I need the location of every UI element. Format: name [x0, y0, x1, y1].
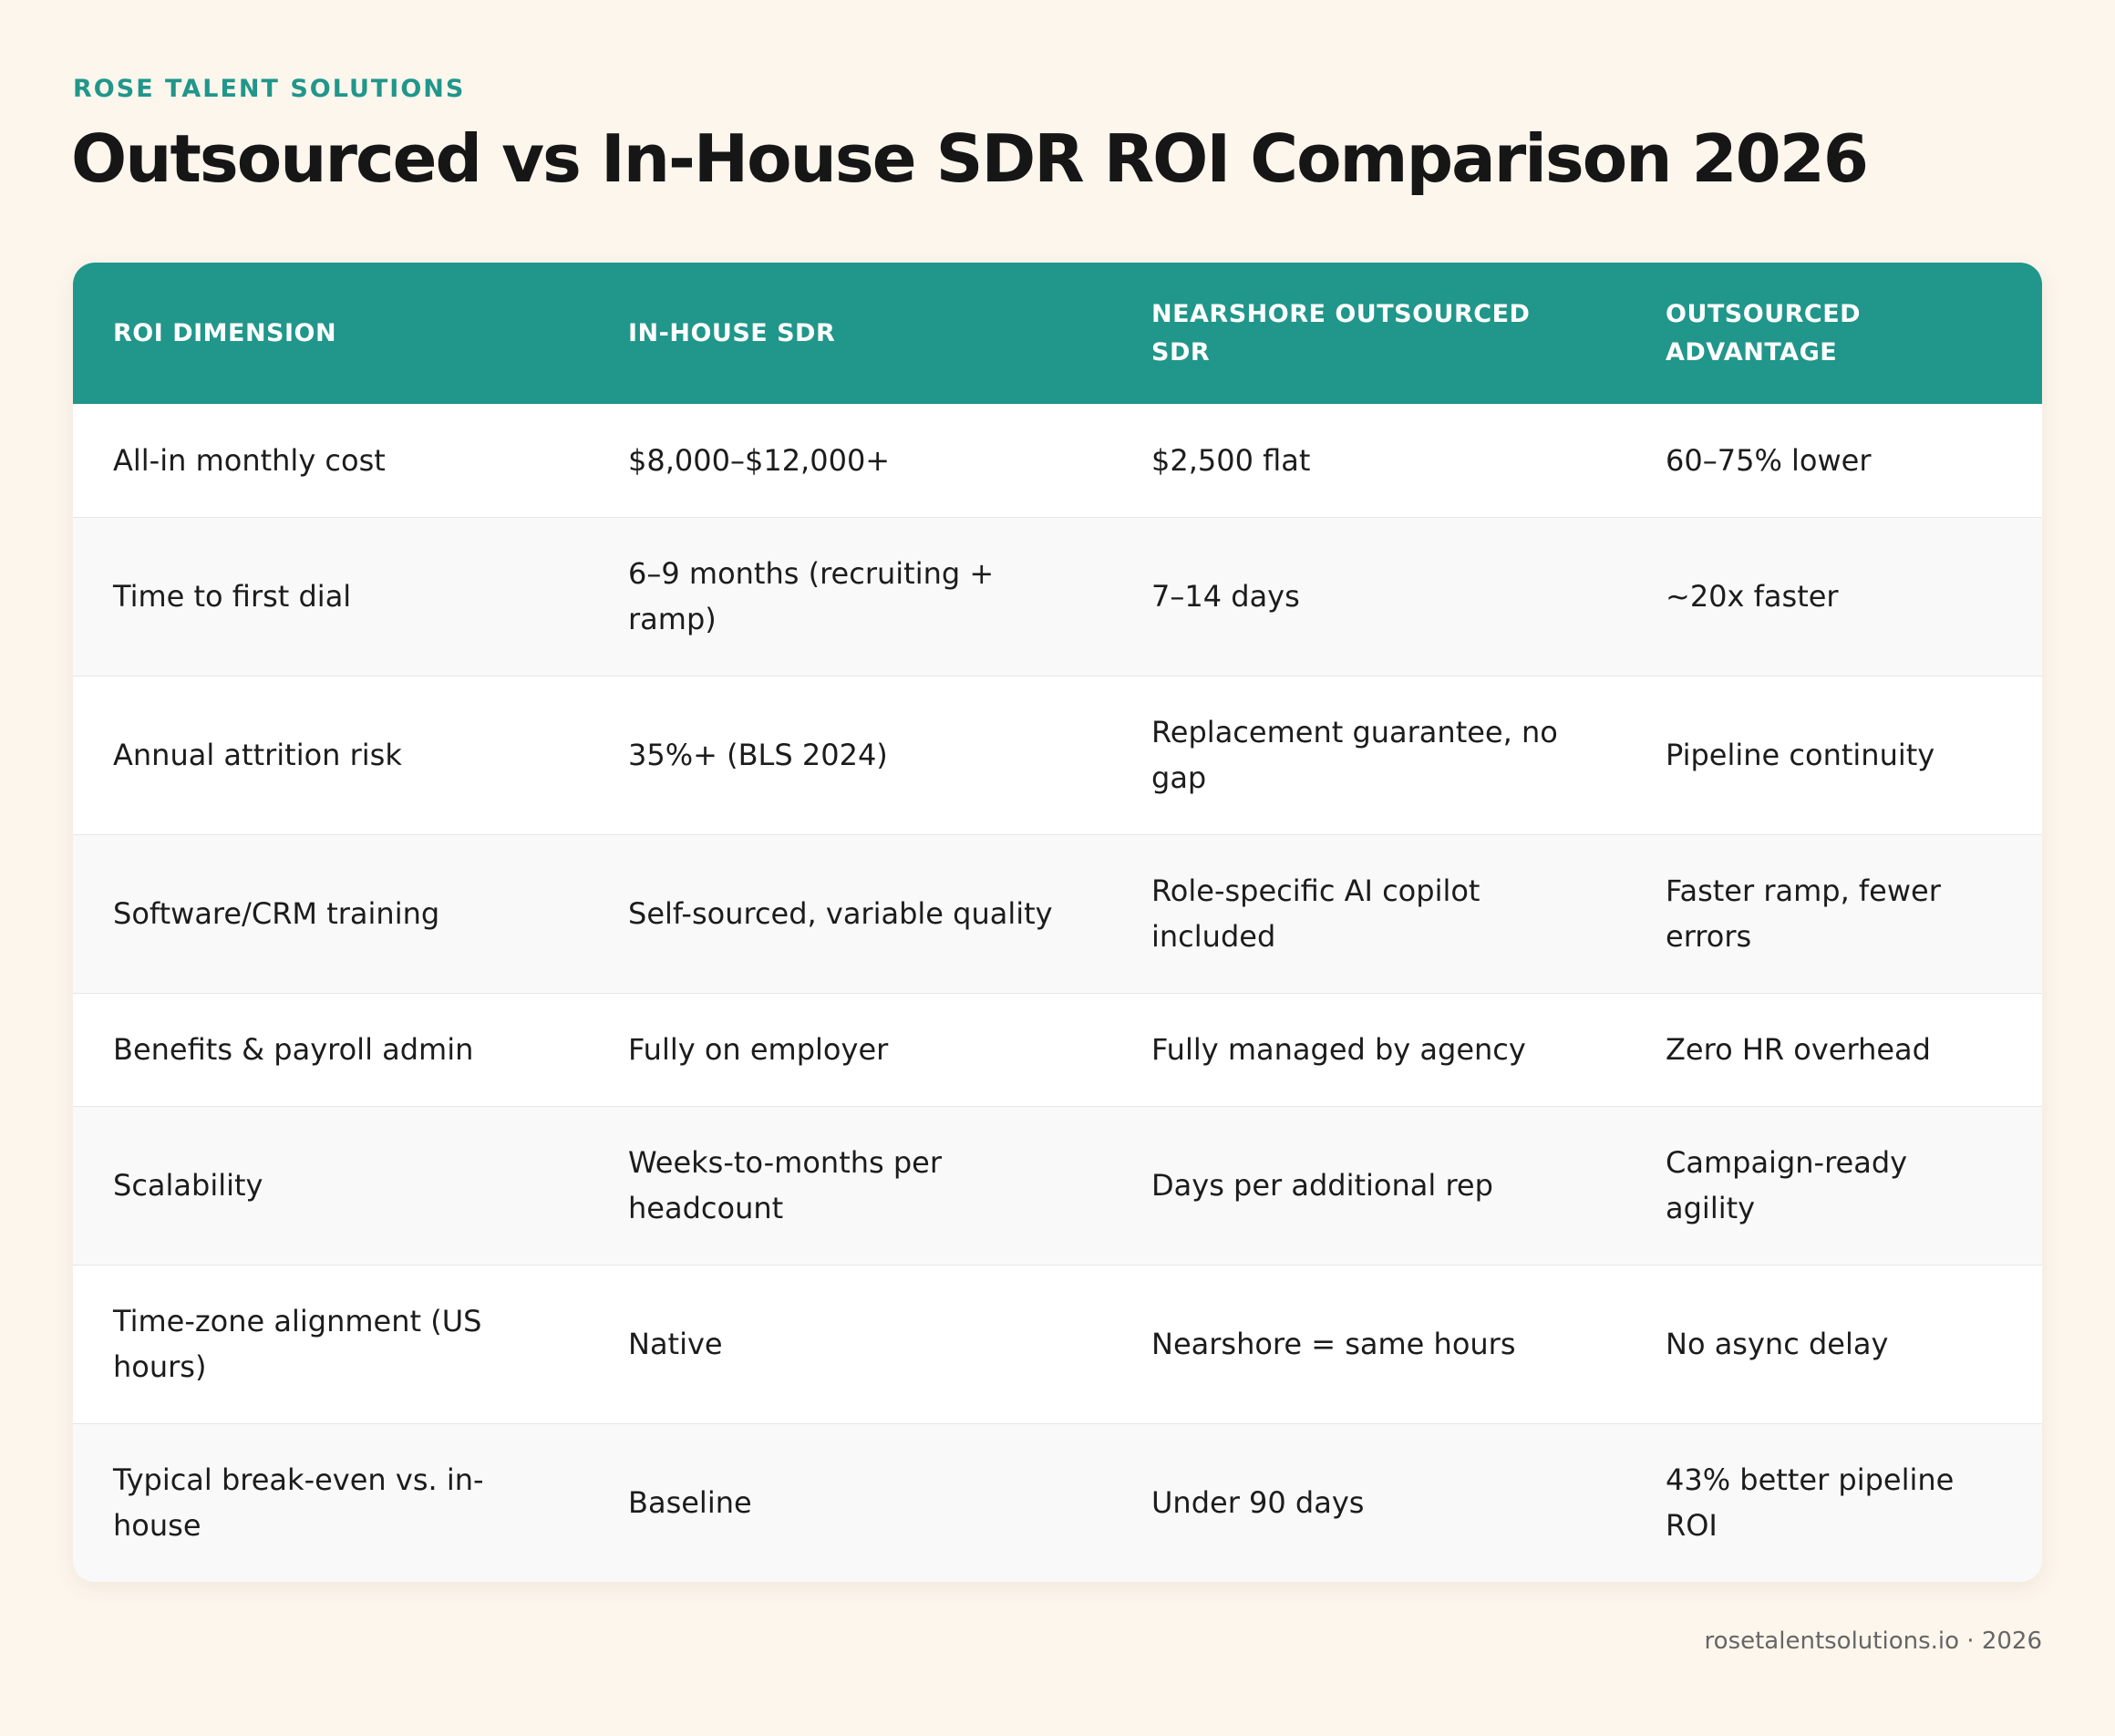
cell-nearshore: Fully managed by agency [1111, 992, 1625, 1106]
column-header-outsourced-advantage: OUTSOURCED ADVANTAGE [1666, 299, 1862, 367]
cell-in-house: Fully on employer [588, 992, 1111, 1106]
cell-roi-dimension: Annual attrition risk [73, 675, 588, 834]
cell-advantage: Campaign-ready agility [1625, 1105, 2042, 1265]
table-header-row: ROI DIMENSION IN-HOUSE SDR NEARSHORE OUT… [73, 263, 2042, 404]
table-header: ROI DIMENSION IN-HOUSE SDR NEARSHORE OUT… [73, 263, 2042, 404]
comparison-table: ROI DIMENSION IN-HOUSE SDR NEARSHORE OUT… [73, 263, 2042, 1582]
cell-roi-dimension: Time to first dial [73, 516, 588, 676]
cell-advantage: ~20x faster [1625, 516, 2042, 676]
table-row: Benefits & payroll admin Fully on employ… [73, 992, 2042, 1106]
cell-roi-dimension: Scalability [73, 1105, 588, 1265]
cell-advantage: 43% better pipeline ROI [1625, 1422, 2042, 1582]
cell-roi-dimension: Typical break-even vs. in-house [73, 1422, 588, 1582]
comparison-table-card: ROI DIMENSION IN-HOUSE SDR NEARSHORE OUT… [73, 263, 2042, 1582]
cell-in-house: Baseline [588, 1422, 1111, 1582]
table-row: Time to first dial 6–9 months (recruitin… [73, 516, 2042, 676]
table-row: Typical break-even vs. in-house Baseline… [73, 1422, 2042, 1582]
cell-in-house: $8,000–$12,000+ [628, 442, 891, 478]
cell-roi-dimension: Time-zone alignment (US hours) [73, 1264, 588, 1423]
table-row: All-in monthly cost $8,000–$12,000+ $2,5… [73, 404, 2042, 517]
column-header-in-house-sdr: IN-HOUSE SDR [628, 318, 836, 347]
cell-in-house: 6–9 months (recruiting + ramp) [588, 516, 1111, 676]
table-row: Annual attrition risk 35%+ (BLS 2024) Re… [73, 675, 2042, 834]
footer-credit: rosetalentsolutions.io · 2026 [1704, 1628, 2042, 1655]
table-row: Scalability Weeks-to-months per headcoun… [73, 1105, 2042, 1265]
table-row: Time-zone alignment (US hours) Native Ne… [73, 1264, 2042, 1423]
cell-in-house: Native [588, 1264, 1111, 1423]
cell-nearshore: Nearshore = same hours [1111, 1264, 1625, 1423]
cell-advantage: Faster ramp, fewer errors [1625, 833, 2042, 993]
cell-nearshore: 7–14 days [1111, 516, 1625, 676]
cell-in-house: Weeks-to-months per headcount [588, 1105, 1111, 1265]
cell-advantage: Zero HR overhead [1625, 992, 2042, 1106]
cell-roi-dimension: All-in monthly cost [113, 442, 386, 478]
column-header-nearshore-outsourced-sdr: NEARSHORE OUTSOURCED SDR [1151, 299, 1531, 367]
cell-advantage: 60–75% lower [1666, 442, 1872, 478]
cell-nearshore: Replacement guarantee, no gap [1111, 675, 1625, 834]
table-row: Software/CRM training Self-sourced, vari… [73, 833, 2042, 993]
brand-name: ROSE TALENT SOLUTIONS [73, 75, 466, 103]
cell-nearshore: Days per additional rep [1111, 1105, 1625, 1265]
cell-nearshore: Under 90 days [1111, 1422, 1625, 1582]
page-title: Outsourced vs In-House SDR ROI Compariso… [71, 120, 1869, 197]
cell-nearshore: $2,500 flat [1151, 442, 1311, 478]
cell-advantage: No async delay [1625, 1264, 2042, 1423]
column-header-roi-dimension: ROI DIMENSION [113, 318, 337, 347]
cell-roi-dimension: Software/CRM training [73, 833, 588, 993]
cell-roi-dimension: Benefits & payroll admin [73, 992, 588, 1106]
cell-advantage: Pipeline continuity [1625, 675, 2042, 834]
table-body: All-in monthly cost $8,000–$12,000+ $2,5… [73, 404, 2042, 1582]
cell-in-house: Self-sourced, variable quality [588, 833, 1111, 993]
cell-nearshore: Role-specific AI copilot included [1111, 833, 1625, 993]
cell-in-house: 35%+ (BLS 2024) [588, 675, 1111, 834]
